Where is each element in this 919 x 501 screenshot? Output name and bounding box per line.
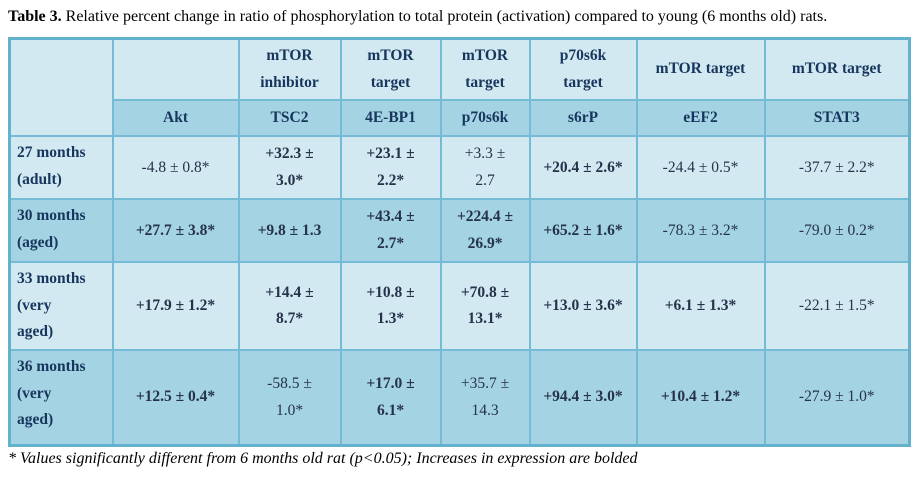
caption-label: Table 3. <box>8 8 62 25</box>
group-header-cell <box>111 37 240 102</box>
group-header-cell: mTOR target <box>763 37 911 102</box>
page: Table 3. Relative percent change in rati… <box>8 7 911 467</box>
table-row: 33 months (very aged) +17.9 ± 1.2* +14.4 ±… <box>8 261 911 352</box>
value-cell: +14.4 ± 8.7* <box>237 261 342 352</box>
value-cell: +13.0 ± 3.6* <box>528 261 638 352</box>
row-label-cell: 33 months (very aged) <box>8 261 114 352</box>
column-header-cell: STAT3 <box>763 99 911 138</box>
group-header-cell: mTOR inhibitor <box>237 37 342 102</box>
footnote: * Values significantly different from 6 … <box>8 449 638 467</box>
row-label-cell: 27 months (adult) <box>8 135 114 201</box>
value-cell: +27.7 ± 3.8* <box>111 198 240 264</box>
column-header-row: Akt TSC2 4E-BP1 p70s6k s6rP eEF2 STAT3 <box>10 99 911 138</box>
table-header: mTOR inhibitor mTOR target mTOR target p70s… <box>8 37 911 138</box>
column-header-cell: TSC2 <box>237 99 342 138</box>
table-row: 36 months (very aged) +12.5 ± 0.4* -58.5 ±… <box>8 349 911 447</box>
table-body: 27 months (adult) -4.8 ± 0.8* +32.3 ± 3.0*… <box>8 135 911 447</box>
value-cell: +17.9 ± 1.2* <box>111 261 240 352</box>
value-cell: -79.0 ± 0.2* <box>763 198 911 264</box>
group-header-row: mTOR inhibitor mTOR target mTOR target p70s… <box>8 37 911 138</box>
table-row: 27 months (adult) -4.8 ± 0.8* +32.3 ± 3.0*… <box>8 135 911 201</box>
value-cell: +12.5 ± 0.4* <box>111 349 240 447</box>
value-cell: +10.8 ± 1.3* <box>339 261 442 352</box>
corner-cell <box>8 37 114 138</box>
group-header-cell: p70s6k target <box>528 37 638 102</box>
value-cell: +65.2 ± 1.6* <box>528 198 638 264</box>
value-cell: +224.4 ± 26.9* <box>439 198 531 264</box>
group-header-cell: mTOR target <box>439 37 531 102</box>
value-cell: +35.7 ± 14.3 <box>439 349 531 447</box>
value-cell: +3.3 ± 2.7 <box>439 135 531 201</box>
value-cell: -58.5 ± 1.0* <box>237 349 342 447</box>
column-header-cell: eEF2 <box>635 99 766 138</box>
value-cell: +32.3 ± 3.0* <box>237 135 342 201</box>
column-header-cell: 4E-BP1 <box>339 99 442 138</box>
row-label-cell: 30 months (aged) <box>8 198 114 264</box>
value-cell: -27.9 ± 1.0* <box>763 349 911 447</box>
group-header-cell: mTOR target <box>635 37 766 102</box>
caption-text: Relative percent change in ratio of phos… <box>65 8 828 25</box>
column-header-cell: Akt <box>111 99 240 138</box>
table-caption: Table 3. Relative percent change in rati… <box>8 7 911 28</box>
table-row: 30 months (aged) +27.7 ± 3.8* +9.8 ± 1.3 +4… <box>8 198 911 264</box>
value-cell: +17.0 ± 6.1* <box>339 349 442 447</box>
group-header-cell: mTOR target <box>339 37 442 102</box>
value-cell: +10.4 ± 1.2* <box>635 349 766 447</box>
value-cell: +9.8 ± 1.3 <box>237 198 342 264</box>
value-cell: -24.4 ± 0.5* <box>635 135 766 201</box>
value-cell: -78.3 ± 3.2* <box>635 198 766 264</box>
results-table: mTOR inhibitor mTOR target mTOR target p70s… <box>8 36 911 447</box>
value-cell: +20.4 ± 2.6* <box>528 135 638 201</box>
value-cell: -22.1 ± 1.5* <box>763 261 911 352</box>
row-label-cell: 36 months (very aged) <box>8 349 114 447</box>
column-header-cell: p70s6k <box>439 99 531 138</box>
column-header-cell: s6rP <box>528 99 638 138</box>
value-cell: +94.4 ± 3.0* <box>528 349 638 447</box>
value-cell: -4.8 ± 0.8* <box>111 135 240 201</box>
value-cell: -37.7 ± 2.2* <box>763 135 911 201</box>
value-cell: +23.1 ± 2.2* <box>339 135 442 201</box>
value-cell: +70.8 ± 13.1* <box>439 261 531 352</box>
value-cell: +43.4 ± 2.7* <box>339 198 442 264</box>
value-cell: +6.1 ± 1.3* <box>635 261 766 352</box>
